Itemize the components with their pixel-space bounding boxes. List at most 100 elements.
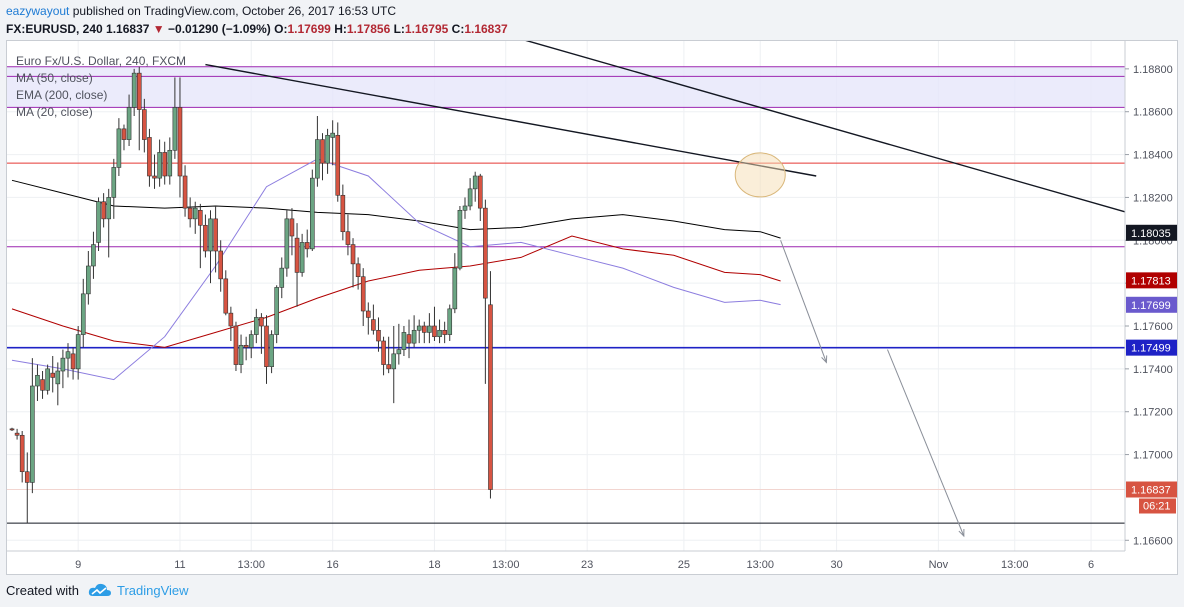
x-tick-label: 9: [75, 559, 81, 571]
chart-legend: Euro Fx/U.S. Dollar, 240, FXCM MA (50, c…: [16, 53, 186, 121]
x-tick-label: 13:00: [492, 559, 520, 571]
high-value: 1.17856: [346, 22, 391, 36]
open-label: O:: [274, 22, 288, 36]
candle: [192, 207, 198, 220]
candle: [294, 237, 300, 273]
candle: [223, 278, 229, 314]
candle: [24, 471, 30, 483]
publish-line: eazywayout published on TradingView.com,…: [6, 4, 396, 18]
candle: [213, 218, 218, 252]
y-tick-label: 1.18600: [1133, 107, 1173, 119]
candle: [208, 218, 213, 252]
author-link[interactable]: eazywayout: [6, 4, 70, 18]
candle: [488, 304, 493, 490]
candle: [472, 175, 478, 190]
candle: [182, 175, 188, 209]
candle: [360, 276, 366, 312]
tradingview-cloud-icon[interactable]: [88, 582, 112, 598]
candle: [345, 231, 351, 245]
candle: [30, 385, 35, 483]
ma-line-darkred: [11, 235, 781, 348]
candle: [477, 175, 483, 209]
x-tick-label: 25: [678, 559, 690, 571]
y-tick-label: 1.18200: [1133, 192, 1173, 204]
candle: [396, 349, 402, 355]
price-label: 1.18035: [1131, 228, 1171, 240]
candle: [457, 209, 463, 269]
candle: [228, 312, 234, 327]
candle: [427, 325, 432, 333]
candle: [243, 344, 249, 348]
candle: [320, 139, 325, 164]
symbol-label[interactable]: FX:EURUSD, 240: [6, 22, 103, 36]
price-label: 1.16837: [1131, 485, 1171, 497]
candle: [365, 310, 371, 318]
price-change: −0.01290 (−1.09%): [168, 22, 271, 36]
resistance-zone: [7, 66, 1125, 108]
projection-arrow: [780, 240, 827, 363]
candle: [299, 242, 305, 273]
candle: [172, 107, 178, 151]
projection-arrow-head: [958, 528, 965, 538]
y-tick-label: 1.16600: [1133, 535, 1173, 547]
candle: [421, 325, 427, 333]
candle: [452, 267, 458, 310]
trendline: [205, 63, 817, 177]
candle: [70, 353, 76, 370]
high-label: H:: [334, 22, 347, 36]
x-tick-label: Nov: [929, 559, 949, 571]
price-label: 1.17499: [1131, 343, 1171, 355]
candle: [131, 72, 137, 108]
candle: [45, 368, 50, 391]
legend-title[interactable]: Euro Fx/U.S. Dollar, 240, FXCM: [16, 54, 187, 68]
candle: [248, 334, 254, 348]
candle: [437, 329, 442, 338]
candle: [401, 332, 407, 350]
candle: [355, 263, 361, 278]
candle: [411, 329, 417, 344]
candle: [386, 364, 391, 370]
candle: [126, 107, 132, 140]
candle: [136, 72, 142, 110]
candle: [315, 139, 320, 179]
price-chart[interactable]: 1.188001.186001.184001.182001.180001.178…: [7, 41, 1178, 575]
price-label-bg: [1126, 224, 1177, 241]
candle: [371, 319, 376, 331]
countdown-bg: [1139, 498, 1176, 514]
candle: [340, 194, 346, 233]
candle: [187, 207, 193, 220]
published-text: published on TradingView.com, October 26…: [72, 4, 397, 18]
y-tick-label: 1.18400: [1133, 150, 1173, 162]
candle: [335, 134, 341, 196]
open-value: 1.17699: [287, 22, 331, 36]
candle: [462, 205, 468, 211]
candle: [416, 325, 422, 331]
candle: [65, 351, 71, 359]
x-tick-label: 30: [830, 559, 842, 571]
y-tick-label: 1.17400: [1133, 364, 1173, 376]
x-tick-label: 16: [327, 559, 339, 571]
tradingview-link[interactable]: TradingView: [117, 583, 189, 598]
candle: [467, 188, 473, 207]
candle: [203, 224, 208, 252]
trendline: [525, 41, 1143, 218]
candle: [238, 344, 244, 365]
candle: [35, 374, 40, 387]
candle: [325, 134, 330, 164]
candle: [86, 265, 91, 295]
price-label-bg: [1126, 296, 1177, 313]
header-bar: eazywayout published on TradingView.com,…: [0, 0, 1184, 40]
candle: [432, 325, 437, 338]
created-with-text: Created with: [6, 583, 79, 598]
price-label-bg: [1126, 272, 1177, 289]
candle: [55, 370, 61, 385]
candle: [442, 329, 447, 335]
legend-ma50[interactable]: MA (50, close): [16, 71, 93, 85]
chart-area[interactable]: 1.188001.186001.184001.182001.180001.178…: [6, 40, 1178, 575]
legend-ma20[interactable]: MA (20, close): [16, 105, 93, 119]
legend-ema200[interactable]: EMA (200, close): [16, 88, 108, 102]
candle: [289, 218, 295, 237]
candle: [157, 152, 162, 179]
candle: [60, 357, 66, 372]
symbol-line: FX:EURUSD, 240 1.16837 ▼ −0.01290 (−1.09…: [6, 22, 508, 36]
